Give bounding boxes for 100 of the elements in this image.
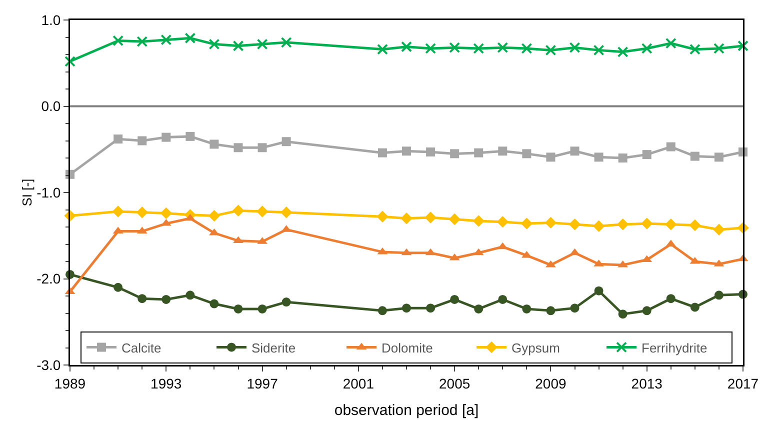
point [162, 294, 171, 304]
point [665, 38, 676, 49]
point [498, 294, 508, 304]
point [256, 206, 268, 218]
point [546, 306, 556, 316]
legend-label: Dolomite [382, 340, 433, 356]
point [425, 42, 436, 54]
y-tick-label: -2.0 [36, 270, 61, 287]
point [714, 290, 724, 300]
point [400, 212, 412, 224]
x-axis-title: observation period [a] [334, 402, 479, 420]
point [112, 35, 124, 46]
point [544, 216, 557, 229]
point [689, 44, 700, 55]
point [376, 44, 388, 55]
point [570, 146, 580, 156]
point [522, 304, 532, 314]
point [258, 143, 267, 152]
point [402, 146, 411, 156]
point [617, 46, 628, 58]
point [378, 148, 387, 158]
point [594, 286, 604, 296]
point [545, 44, 556, 56]
legend-label: Gypsum [512, 340, 560, 356]
point [234, 304, 243, 314]
point [258, 304, 267, 314]
point [616, 218, 629, 230]
legend-label: Ferrihydrite [642, 340, 708, 356]
point [569, 42, 580, 54]
point [376, 210, 388, 222]
point [449, 42, 460, 54]
point [64, 56, 76, 67]
point [496, 216, 508, 228]
y-tick-label: 0.0 [41, 98, 61, 114]
point [232, 204, 244, 216]
point [738, 40, 748, 52]
point [426, 147, 436, 156]
point [474, 148, 484, 158]
point [256, 38, 268, 50]
point [521, 42, 532, 54]
point [665, 218, 677, 230]
point [136, 36, 148, 48]
y-axis-title: SI [-] [20, 178, 35, 206]
point [184, 32, 196, 44]
point [689, 219, 701, 232]
point [114, 134, 123, 144]
point [473, 42, 484, 54]
y-tick-label: 1.0 [41, 12, 61, 28]
point [450, 294, 460, 304]
point [474, 304, 484, 314]
point [282, 298, 291, 307]
point [570, 248, 580, 256]
point [234, 143, 243, 152]
point [472, 215, 484, 227]
point [232, 40, 244, 52]
point [186, 290, 195, 300]
x-tick-label: 1993 [150, 375, 182, 392]
point [114, 282, 123, 292]
point [570, 304, 580, 313]
x-tick-label: 1997 [246, 375, 278, 392]
x-tick-label: 1989 [54, 375, 86, 392]
point [138, 294, 147, 304]
point [594, 152, 604, 162]
point [714, 152, 724, 162]
point [690, 302, 700, 312]
point [378, 306, 387, 316]
point [618, 154, 628, 162]
point [593, 44, 604, 56]
point [210, 140, 219, 149]
point [402, 304, 411, 313]
point [592, 220, 605, 232]
point [690, 152, 700, 161]
point [208, 210, 220, 222]
point [713, 42, 724, 54]
point [280, 206, 292, 218]
point [546, 152, 556, 162]
point [210, 299, 219, 308]
point [641, 42, 652, 54]
point [280, 36, 292, 48]
point [642, 150, 652, 160]
point [136, 206, 148, 218]
point [138, 136, 147, 146]
point [401, 41, 412, 52]
point [497, 42, 508, 54]
point [186, 132, 195, 141]
point [208, 38, 220, 50]
point [522, 149, 532, 158]
x-tick-label: 2001 [342, 375, 374, 392]
x-tick-label: 2009 [535, 375, 566, 392]
point [713, 224, 725, 236]
point [666, 294, 676, 304]
y-tick-label: -1.0 [36, 184, 61, 200]
point [520, 218, 533, 230]
point [666, 142, 676, 152]
point [282, 137, 291, 146]
point [112, 206, 124, 218]
legend-label: Calcite [122, 340, 162, 356]
point [546, 260, 556, 268]
point [450, 149, 460, 158]
point [424, 212, 436, 224]
